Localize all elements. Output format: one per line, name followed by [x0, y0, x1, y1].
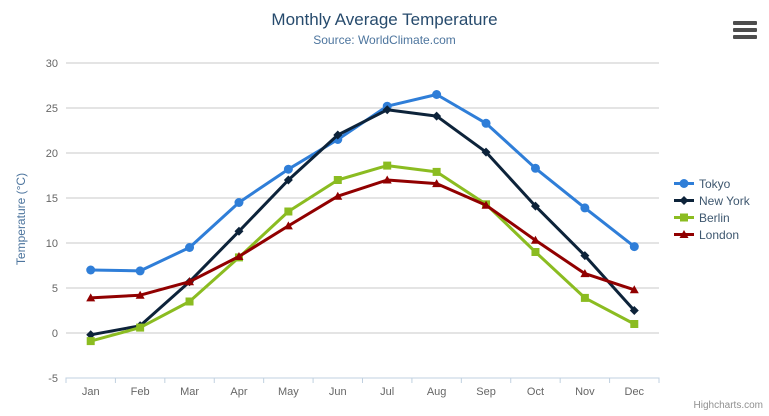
legend-marker-diamond-icon	[674, 196, 694, 205]
point-tokyo-mar[interactable]	[185, 243, 195, 252]
hamburger-icon	[733, 21, 757, 25]
point-tokyo-apr[interactable]	[234, 198, 244, 207]
x-axis-label: May	[278, 386, 299, 398]
point-tokyo-jan[interactable]	[86, 265, 96, 275]
y-axis-label: 5	[52, 283, 58, 295]
chart-title: Monthly Average Temperature	[271, 10, 498, 29]
point-new-york-nov[interactable]	[580, 251, 590, 261]
x-axis-label: Sep	[476, 386, 496, 398]
y-axis-label: 20	[46, 148, 58, 160]
y-axis-label: 25	[46, 103, 58, 115]
point-tokyo-sep[interactable]	[481, 118, 491, 128]
point-new-york-jul[interactable]	[382, 105, 392, 115]
legend-item-london[interactable]: London	[674, 227, 750, 242]
point-london-may[interactable]	[283, 221, 293, 230]
point-new-york-oct[interactable]	[530, 201, 540, 211]
x-axis-label: Mar	[180, 386, 199, 398]
point-tokyo-feb[interactable]	[135, 266, 145, 276]
legend-label: Berlin	[699, 210, 730, 225]
legend-item-new-york[interactable]: New York	[674, 193, 750, 208]
point-berlin-jun[interactable]	[333, 176, 342, 184]
y-axis-label: 0	[52, 328, 58, 340]
point-tokyo-aug[interactable]	[432, 90, 442, 99]
point-new-york-apr[interactable]	[234, 226, 244, 236]
point-new-york-sep[interactable]	[481, 147, 491, 157]
point-berlin-feb[interactable]	[136, 323, 145, 332]
legend-marker-square-icon	[674, 213, 694, 222]
legend-label: Tokyo	[699, 176, 731, 191]
point-tokyo-oct[interactable]	[530, 163, 540, 173]
point-berlin-mar[interactable]	[185, 297, 194, 306]
point-tokyo-may[interactable]	[283, 164, 293, 174]
legend-marker-circle-icon	[674, 179, 694, 188]
point-new-york-jan[interactable]	[86, 330, 96, 340]
x-axis-label: Jul	[380, 386, 394, 398]
series-line-new-york[interactable]	[89, 108, 636, 337]
x-axis-label: Feb	[131, 386, 150, 398]
point-london-feb[interactable]	[135, 290, 145, 299]
x-axis-label: Aug	[427, 386, 447, 398]
point-london-jul[interactable]	[382, 175, 392, 184]
credits-link[interactable]: Highcharts.com	[693, 400, 763, 411]
point-new-york-jun[interactable]	[333, 130, 343, 140]
hamburger-icon	[733, 28, 757, 32]
x-axis-label: Apr	[230, 386, 247, 398]
point-berlin-aug[interactable]	[432, 167, 441, 176]
point-london-jan[interactable]	[86, 293, 96, 302]
x-axis-label: Nov	[575, 386, 595, 398]
point-berlin-jan[interactable]	[86, 337, 95, 346]
legend-marker-triangle-icon	[674, 230, 694, 238]
legend-item-tokyo[interactable]: Tokyo	[674, 176, 750, 191]
y-axis-label: 15	[46, 193, 58, 205]
point-berlin-jul[interactable]	[383, 161, 392, 170]
point-new-york-dec[interactable]	[629, 306, 639, 315]
y-axis-label: -5	[48, 373, 58, 385]
point-tokyo-nov[interactable]	[580, 203, 590, 213]
point-berlin-nov[interactable]	[580, 293, 589, 302]
series-line-berlin[interactable]	[89, 164, 636, 343]
point-tokyo-dec[interactable]	[629, 242, 639, 252]
point-berlin-may[interactable]	[284, 207, 293, 216]
point-london-oct[interactable]	[530, 235, 540, 244]
series-line-london[interactable]	[89, 178, 636, 300]
legend-marker-new-york[interactable]	[679, 196, 689, 205]
export-menu-button[interactable]	[733, 21, 757, 39]
x-axis-label: Oct	[527, 386, 544, 398]
legend-marker-london[interactable]	[679, 230, 689, 238]
point-new-york-may[interactable]	[283, 175, 293, 185]
point-london-aug[interactable]	[432, 179, 442, 188]
hamburger-icon	[733, 35, 757, 39]
point-new-york-aug[interactable]	[432, 111, 442, 121]
legend-label: New York	[699, 193, 750, 208]
x-axis-label: Jun	[329, 386, 347, 398]
point-london-mar[interactable]	[185, 277, 195, 286]
point-london-sep[interactable]	[481, 200, 491, 209]
point-london-jun[interactable]	[333, 191, 343, 200]
point-london-apr[interactable]	[234, 252, 244, 260]
legend-marker-berlin[interactable]	[680, 213, 688, 222]
legend-label: London	[699, 227, 740, 242]
point-london-nov[interactable]	[580, 269, 590, 278]
point-berlin-dec[interactable]	[630, 320, 639, 328]
legend-item-berlin[interactable]: Berlin	[674, 210, 750, 225]
point-london-dec[interactable]	[629, 285, 639, 294]
legend: Tokyo New York Berlin London	[674, 176, 750, 242]
legend-marker-tokyo[interactable]	[679, 179, 689, 188]
x-axis-label: Dec	[625, 386, 645, 398]
chart-subtitle: Source: WorldClimate.com	[313, 33, 456, 47]
point-berlin-oct[interactable]	[531, 248, 540, 256]
y-axis-title: Temperature (°C)	[14, 172, 28, 266]
y-axis-label: 10	[46, 238, 58, 250]
x-axis-label: Jan	[82, 386, 100, 398]
y-axis-label: 30	[46, 58, 58, 70]
